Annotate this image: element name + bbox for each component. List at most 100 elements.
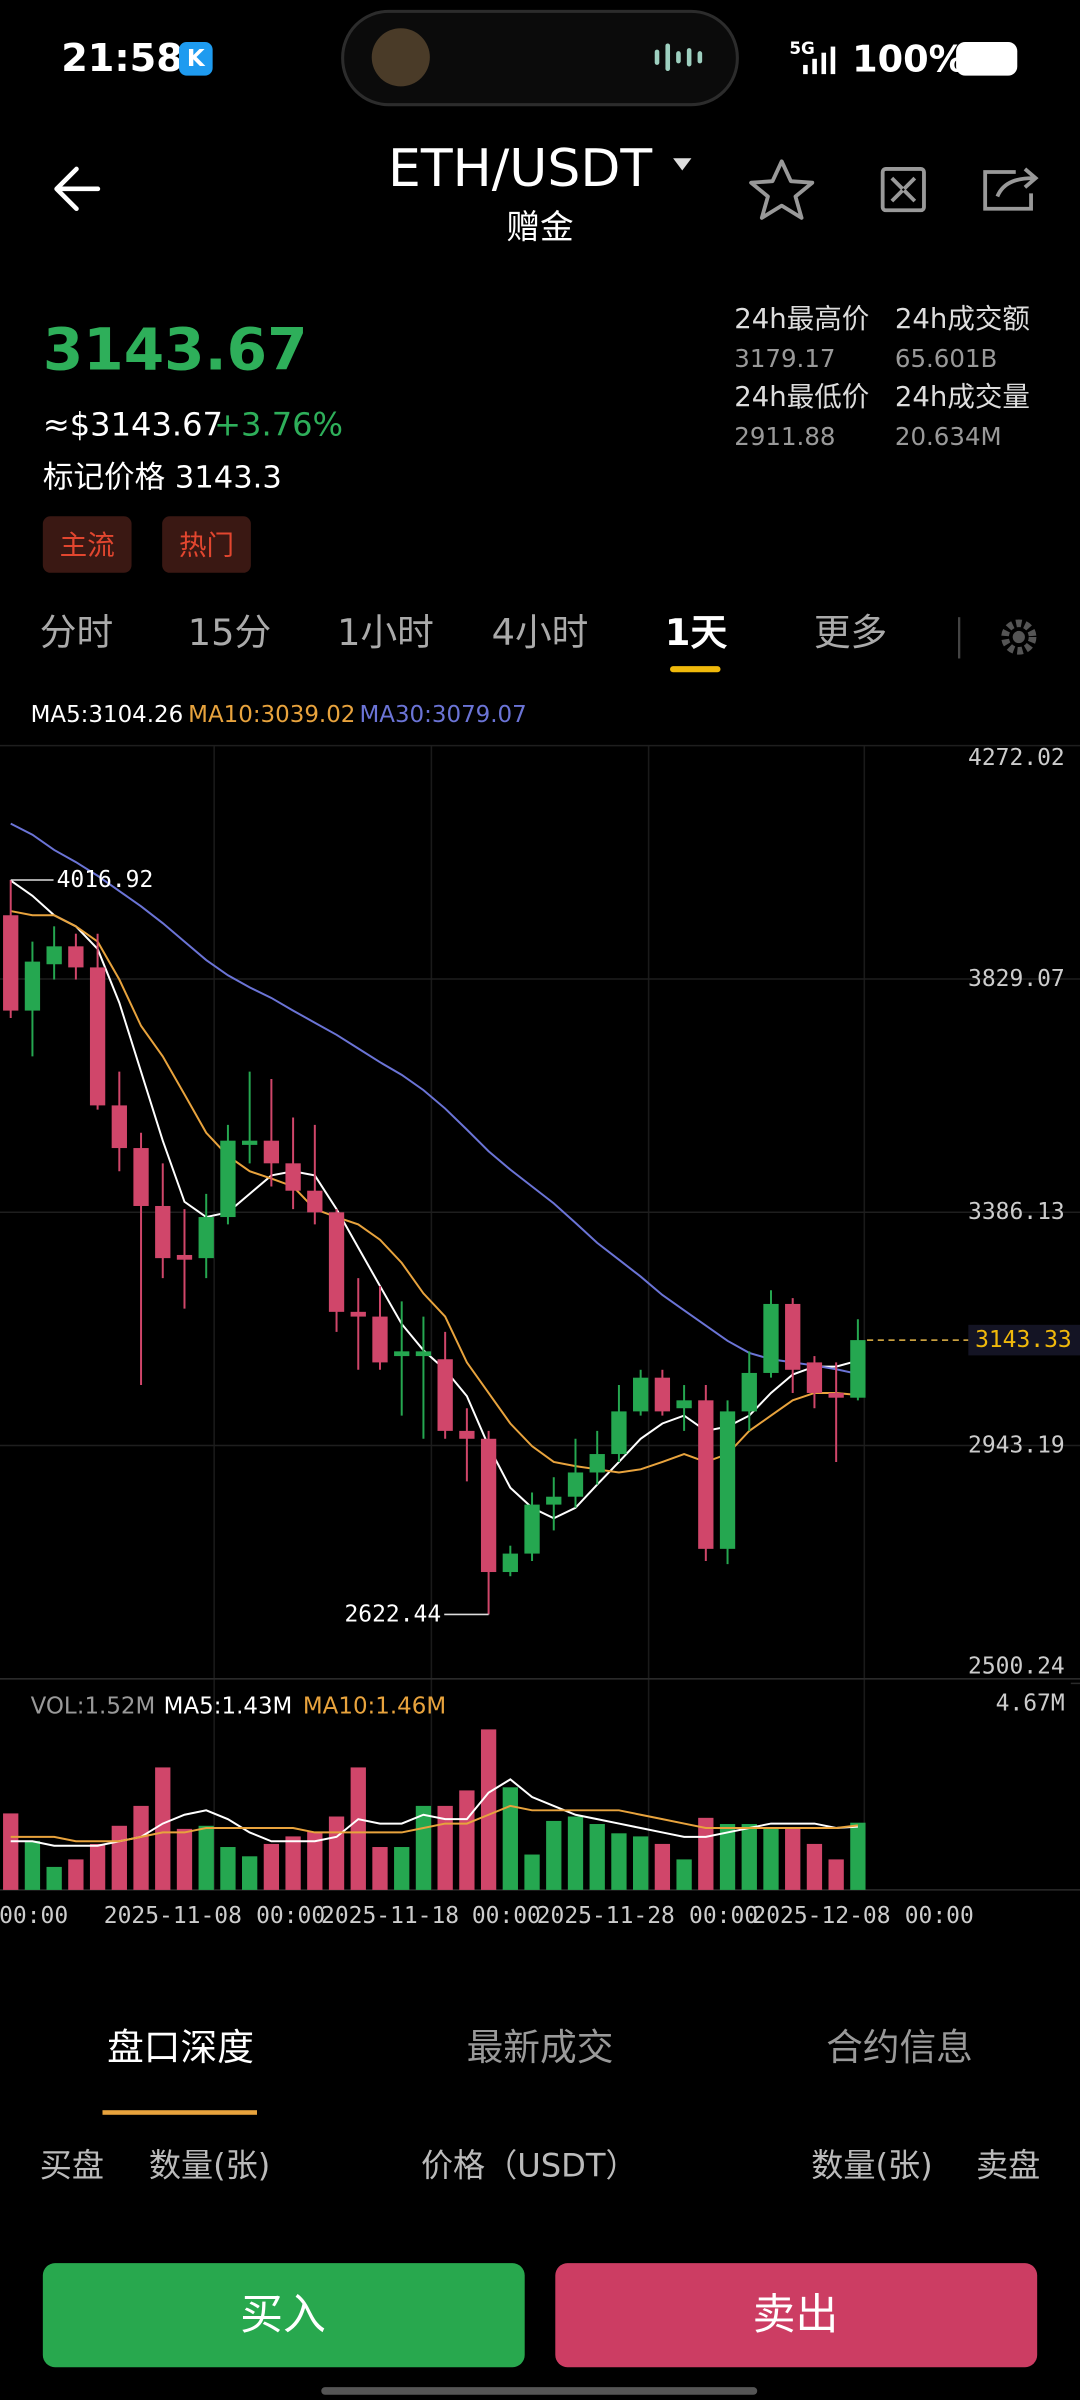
x-tick-label: 2025-11-28: [537, 1903, 675, 1929]
volume-bar: [372, 1847, 388, 1890]
stat-value: 65.601B: [895, 344, 997, 373]
interval-tab-selected[interactable]: 1天: [665, 611, 728, 654]
legend-label: MA10:1.46M: [303, 1693, 446, 1719]
candle-body: [589, 1454, 605, 1473]
buy-button-label: 买入: [240, 2290, 326, 2340]
legend-label: MA10:3039.02: [188, 702, 355, 728]
favorite-button[interactable]: [749, 159, 815, 220]
legend-label: MA5:1.43M: [164, 1693, 293, 1719]
stat-label: 24h最低价: [734, 381, 869, 413]
interval-tab[interactable]: 15分: [188, 611, 271, 654]
legend-label: VOL:1.52M: [31, 1693, 156, 1719]
back-button[interactable]: [54, 166, 101, 212]
volume-bar: [46, 1866, 62, 1890]
interval-tab[interactable]: 1小时: [337, 611, 434, 654]
volume-bar: [502, 1787, 518, 1890]
volume-bar: [111, 1825, 127, 1890]
tag: [42, 516, 132, 573]
volume-bar: [437, 1805, 453, 1890]
candle-body: [611, 1411, 627, 1455]
settings-button[interactable]: [1001, 619, 1037, 655]
candle-body: [785, 1303, 801, 1370]
candle-body: [285, 1163, 301, 1191]
x-tick-label: 2025-11-08: [104, 1903, 242, 1929]
volume-bar: [611, 1833, 627, 1890]
volume-bar: [480, 1729, 497, 1890]
order-book-header: 数量(张): [811, 2146, 932, 2184]
y-tick-label: 4272.02: [968, 745, 1065, 771]
sell-button[interactable]: [555, 2263, 1038, 2368]
audio-wave: [654, 43, 703, 72]
network-type: 5G: [789, 38, 815, 58]
pair-subtitle: 赠金: [506, 208, 573, 247]
high-annotation: 4016.92: [57, 867, 154, 893]
tag-label: 主流: [60, 529, 115, 561]
volume-bar: [676, 1859, 692, 1890]
volume-bar: [589, 1824, 605, 1890]
volume-bar: [198, 1825, 214, 1890]
volume-bar: [524, 1854, 540, 1890]
share-button[interactable]: [983, 167, 1039, 211]
volume-bar: [850, 1822, 866, 1890]
volume-ma-line: [10, 1804, 859, 1843]
stat-label: 24h成交量: [895, 381, 1030, 413]
candle-body: [111, 1105, 127, 1149]
x-tick-label: 2025-12-08: [752, 1903, 890, 1929]
candle-body: [459, 1430, 475, 1439]
bottom-tab-selected[interactable]: 盘口深度: [107, 2026, 254, 2069]
y-tick-label: 3829.07: [968, 966, 1065, 992]
volume-bar: [806, 1843, 823, 1890]
price-tag: [968, 1324, 1080, 1356]
stat-value: 2911.88: [734, 422, 835, 451]
candle-body: [524, 1504, 540, 1554]
settings-button-core: [1012, 630, 1025, 644]
volume-bar: [350, 1767, 366, 1890]
interval-tab[interactable]: 4小时: [492, 611, 589, 654]
order-book-header: 数量(张): [149, 2146, 270, 2184]
volume-bar: [3, 1813, 19, 1890]
candle-body: [89, 967, 106, 1106]
candle-body: [198, 1217, 214, 1259]
legend-label: MA5:3104.26: [31, 702, 184, 728]
candle-body: [133, 1148, 149, 1206]
candle-body: [350, 1311, 366, 1317]
volume-bar: [741, 1824, 757, 1890]
candle-body: [654, 1377, 671, 1412]
bottom-tab[interactable]: 最新成交: [467, 2026, 614, 2069]
ma-line: [10, 879, 859, 1520]
ma-line: [10, 910, 858, 1474]
volume-bar: [763, 1828, 779, 1890]
app-icon: [178, 41, 213, 76]
y-tick-label: 4.67M: [996, 1690, 1065, 1716]
volume-bar: [567, 1816, 584, 1890]
ma-line: [10, 822, 859, 1375]
sell-button-label: 卖出: [753, 2290, 839, 2340]
y-tick-label: 3386.13: [968, 1199, 1065, 1225]
x-tick-label: 00:00: [472, 1903, 541, 1929]
clock: 21:58: [61, 37, 183, 81]
x-tick-label: 00:00: [0, 1903, 68, 1929]
candle-body: [828, 1392, 844, 1398]
buy-button[interactable]: [42, 2263, 525, 2368]
interval-tab[interactable]: 分时: [40, 611, 113, 654]
volume-bar: [546, 1820, 562, 1890]
volume-bar: [785, 1828, 801, 1890]
x-tick-label: 2025-11-18: [321, 1903, 459, 1929]
candle-body: [502, 1553, 518, 1573]
bottom-tab[interactable]: 合约信息: [826, 2026, 973, 2069]
tab-indicator: [102, 2110, 257, 2115]
order-book-header: 买盘: [40, 2146, 104, 2184]
candle-body: [546, 1496, 562, 1505]
interval-tab[interactable]: 更多: [814, 611, 887, 654]
volume-bar: [133, 1805, 149, 1890]
pair-dropdown[interactable]: [673, 158, 692, 171]
candle-body: [176, 1254, 193, 1260]
mark-price: 标记价格 3143.3: [43, 460, 282, 495]
usd-price: ≈$3143.67: [43, 405, 223, 443]
fullscreen-button[interactable]: [880, 167, 926, 213]
pair-title[interactable]: ETH/USDT: [388, 139, 652, 199]
candle-body: [307, 1190, 323, 1213]
stat-label: 24h最高价: [734, 303, 869, 335]
y-tick-label: 2943.19: [968, 1433, 1065, 1459]
